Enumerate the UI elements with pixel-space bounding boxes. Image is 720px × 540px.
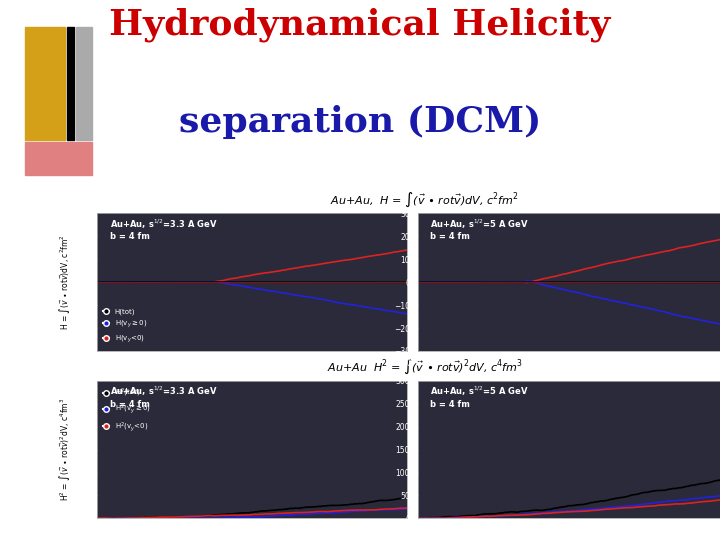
Text: Au+Au, s$^{1/2}$=5 A GeV
b = 4 fm: Au+Au, s$^{1/2}$=5 A GeV b = 4 fm bbox=[430, 385, 528, 409]
Bar bbox=[76, 27, 92, 140]
Text: Hydrodynamical Helicity: Hydrodynamical Helicity bbox=[109, 8, 611, 42]
Legend: H$^2$(tot), H$^2$(v$_y$$\geq$0), H$^2$(v$_y$<0): H$^2$(tot), H$^2$(v$_y$$\geq$0), H$^2$(v… bbox=[101, 384, 153, 436]
Text: H = $\int$($\vec{v}$ $\bullet$ rot$\vec{v}$)dV, c$^{2}$fm$^{2}$: H = $\int$($\vec{v}$ $\bullet$ rot$\vec{… bbox=[58, 234, 72, 330]
Bar bbox=[25, 142, 92, 175]
Text: Au+Au  H$^{2}$ = $\int$($\vec{v}$ $\bullet$ rot$\vec{v}$)$^{2}$dV, c$^{4}$fm$^{3: Au+Au H$^{2}$ = $\int$($\vec{v}$ $\bulle… bbox=[327, 358, 523, 376]
Text: Au+Au, s$^{1/2}$=3.3 A GeV
b = 4 fm: Au+Au, s$^{1/2}$=3.3 A GeV b = 4 fm bbox=[109, 385, 217, 409]
Text: Au+Au, s$^{1/2}$=5 A GeV
b = 4 fm: Au+Au, s$^{1/2}$=5 A GeV b = 4 fm bbox=[430, 218, 528, 241]
Bar bbox=[25, 27, 65, 140]
Text: H$^{2}$ = $\int$($\vec{v}$ $\bullet$ rot$\vec{v}$)$^{2}$dV, c$^{4}$fm$^{3}$: H$^{2}$ = $\int$($\vec{v}$ $\bullet$ rot… bbox=[58, 398, 72, 501]
Bar bbox=[67, 27, 74, 140]
Text: separation (DCM): separation (DCM) bbox=[179, 105, 541, 139]
Text: Au+Au,  H = $\int$($\vec{v}$ $\bullet$ rot$\vec{v}$)dV, c$^{2}$fm$^{2}$: Au+Au, H = $\int$($\vec{v}$ $\bullet$ ro… bbox=[330, 191, 519, 209]
Legend: H(tot), H(v$_y$$\geq$0), H(v$_y$<0): H(tot), H(v$_y$$\geq$0), H(v$_y$<0) bbox=[101, 306, 150, 348]
Text: Au+Au, s$^{1/2}$=3.3 A GeV
b = 4 fm: Au+Au, s$^{1/2}$=3.3 A GeV b = 4 fm bbox=[109, 218, 217, 241]
